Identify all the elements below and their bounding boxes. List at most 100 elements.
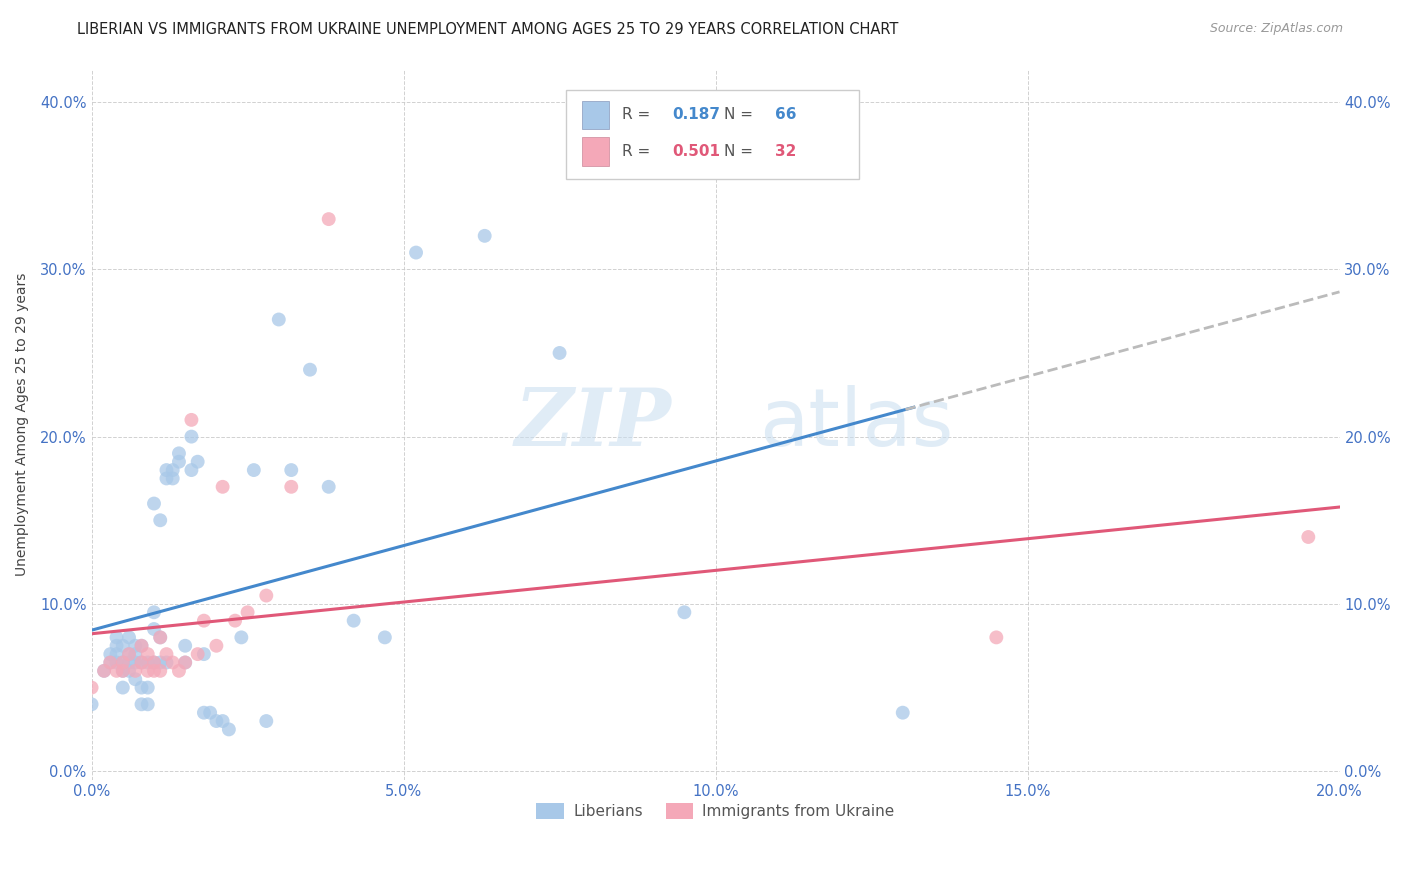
Point <box>211 480 233 494</box>
Text: 32: 32 <box>776 145 797 159</box>
Point <box>149 656 172 670</box>
Point <box>105 656 128 670</box>
Point <box>298 362 321 376</box>
Point <box>155 647 177 661</box>
Point <box>105 631 128 645</box>
Text: 66: 66 <box>776 107 797 122</box>
Point <box>254 714 277 728</box>
Point <box>118 631 141 645</box>
Point <box>548 346 571 360</box>
Point <box>111 639 134 653</box>
Point <box>124 656 146 670</box>
Point <box>205 714 228 728</box>
Point <box>343 614 366 628</box>
Point <box>236 605 259 619</box>
Point <box>111 664 134 678</box>
Point <box>124 664 146 678</box>
Point <box>218 723 240 737</box>
Point <box>131 698 153 712</box>
Y-axis label: Unemployment Among Ages 25 to 29 years: Unemployment Among Ages 25 to 29 years <box>15 272 30 575</box>
Point <box>80 698 103 712</box>
Point <box>105 664 128 678</box>
Point <box>131 639 153 653</box>
Text: N =: N = <box>724 145 758 159</box>
Point <box>98 647 121 661</box>
Point <box>1298 530 1320 544</box>
Point <box>318 212 340 227</box>
Text: LIBERIAN VS IMMIGRANTS FROM UKRAINE UNEMPLOYMENT AMONG AGES 25 TO 29 YEARS CORRE: LIBERIAN VS IMMIGRANTS FROM UKRAINE UNEM… <box>77 22 898 37</box>
Point <box>136 664 159 678</box>
Point <box>180 463 202 477</box>
Legend: Liberians, Immigrants from Ukraine: Liberians, Immigrants from Ukraine <box>530 797 901 825</box>
Point <box>111 656 134 670</box>
Point <box>143 656 166 670</box>
Point <box>143 497 166 511</box>
Point <box>280 480 302 494</box>
Point <box>118 664 141 678</box>
Text: 0.187: 0.187 <box>672 107 720 122</box>
Point <box>162 471 184 485</box>
Point <box>162 463 184 477</box>
Point <box>167 455 190 469</box>
Text: atlas: atlas <box>759 385 953 463</box>
Point <box>155 471 177 485</box>
Point <box>474 228 496 243</box>
FancyBboxPatch shape <box>582 137 609 166</box>
Point <box>254 589 277 603</box>
Point <box>149 513 172 527</box>
Point <box>174 656 197 670</box>
Point <box>111 664 134 678</box>
Point <box>136 647 159 661</box>
Point <box>131 681 153 695</box>
Point <box>205 639 228 653</box>
Point <box>80 681 103 695</box>
Point <box>105 647 128 661</box>
Point <box>149 631 172 645</box>
Point <box>118 647 141 661</box>
Point <box>673 605 696 619</box>
Point <box>193 647 215 661</box>
Point <box>224 614 246 628</box>
Text: R =: R = <box>621 107 655 122</box>
Text: Source: ZipAtlas.com: Source: ZipAtlas.com <box>1209 22 1343 36</box>
Point <box>111 681 134 695</box>
Point <box>318 480 340 494</box>
Point <box>891 706 914 720</box>
Text: 0.501: 0.501 <box>672 145 720 159</box>
Point <box>180 429 202 443</box>
Point <box>111 656 134 670</box>
Point <box>193 706 215 720</box>
Point <box>162 656 184 670</box>
Point <box>180 413 202 427</box>
Point <box>143 605 166 619</box>
Point <box>124 639 146 653</box>
Point <box>136 656 159 670</box>
Point <box>167 664 190 678</box>
Point <box>143 664 166 678</box>
Point <box>98 656 121 670</box>
Text: R =: R = <box>621 145 655 159</box>
Point <box>149 664 172 678</box>
Point <box>118 656 141 670</box>
Point <box>93 664 115 678</box>
Point <box>136 681 159 695</box>
Point <box>174 656 197 670</box>
Point <box>187 647 209 661</box>
Point <box>131 639 153 653</box>
Point <box>124 647 146 661</box>
Text: N =: N = <box>724 107 758 122</box>
Text: ZIP: ZIP <box>515 385 672 463</box>
Point <box>187 455 209 469</box>
Point <box>405 245 427 260</box>
Point <box>267 312 290 326</box>
Point <box>124 672 146 686</box>
Point <box>167 446 190 460</box>
Point <box>155 463 177 477</box>
Point <box>105 639 128 653</box>
Point <box>198 706 221 720</box>
Point <box>93 664 115 678</box>
Point <box>155 656 177 670</box>
FancyBboxPatch shape <box>582 101 609 129</box>
Point <box>143 656 166 670</box>
Point <box>231 631 253 645</box>
